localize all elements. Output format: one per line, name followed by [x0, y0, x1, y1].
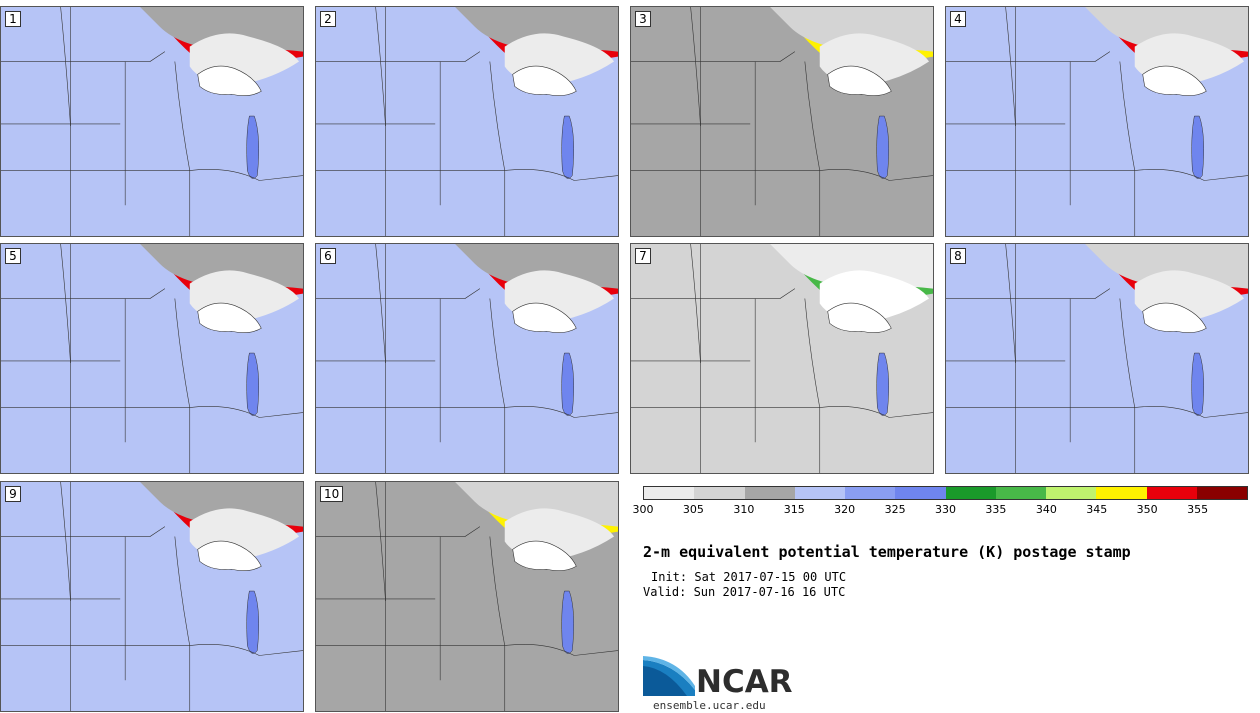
theta-e-field — [316, 7, 618, 236]
panel-label: 10 — [320, 486, 344, 502]
theta-e-field — [316, 244, 618, 473]
panel-label: 7 — [635, 248, 651, 264]
theta-e-field — [946, 7, 1248, 236]
colorbar-swatch — [644, 487, 695, 499]
colorbar-tick-label: 350 — [1136, 503, 1158, 516]
colorbar-swatch — [945, 487, 996, 499]
init-time: Init: Sat 2017-07-15 00 UTC — [651, 570, 847, 584]
map-panel: 2 — [315, 6, 619, 237]
map-panel: 5 — [0, 243, 304, 474]
colorbar-tick-label: 320 — [834, 503, 856, 516]
theta-e-field — [1, 244, 303, 473]
map-panel: 9 — [0, 481, 304, 712]
colorbar-swatch — [895, 487, 946, 499]
colorbar-swatch — [845, 487, 896, 499]
theta-e-field — [946, 244, 1248, 473]
theta-e-field — [631, 7, 933, 236]
map-panel: 6 — [315, 243, 619, 474]
theta-e-field — [1, 482, 303, 711]
colorbar-swatch — [1046, 487, 1097, 499]
colorbar-tick-label: 335 — [985, 503, 1007, 516]
colorbar-tick-label: 300 — [632, 503, 654, 516]
colorbar-swatch — [794, 487, 845, 499]
panel-label: 6 — [320, 248, 336, 264]
map-panel: 8 — [945, 243, 1249, 474]
colorbar-swatch — [1146, 487, 1197, 499]
site-url: ensemble.ucar.edu — [653, 699, 766, 712]
colorbar-swatch — [1196, 487, 1247, 499]
panel-label: 5 — [5, 248, 21, 264]
colorbar-swatch — [995, 487, 1046, 499]
panel-label: 9 — [5, 486, 21, 502]
map-panel: 1 — [0, 6, 304, 237]
colorbar — [643, 486, 1248, 500]
panel-label: 3 — [635, 11, 651, 27]
colorbar-swatch — [1096, 487, 1147, 499]
colorbar-tick-label: 355 — [1187, 503, 1209, 516]
map-panel: 3 — [630, 6, 934, 237]
colorbar-tick-label: 315 — [783, 503, 805, 516]
colorbar-tick-label: 340 — [1035, 503, 1057, 516]
panel-label: 4 — [950, 11, 966, 27]
panel-label: 2 — [320, 11, 336, 27]
colorbar-tick-label: 310 — [733, 503, 755, 516]
theta-e-field — [316, 482, 618, 711]
valid-time: Valid: Sun 2017-07-16 16 UTC — [643, 585, 846, 599]
ncar-logo-icon — [643, 656, 695, 696]
ncar-logo-text: NCAR — [696, 664, 793, 700]
panel-label: 8 — [950, 248, 966, 264]
colorbar-tick-label: 345 — [1086, 503, 1108, 516]
map-panel: 4 — [945, 6, 1249, 237]
colorbar-tick-label: 330 — [935, 503, 956, 516]
colorbar-swatch — [694, 487, 745, 499]
theta-e-field — [631, 244, 933, 473]
colorbar-ticks: 300 305 310 315 320 325 330 335 340 345 350 355 — [633, 503, 1248, 517]
map-panel: 7 — [630, 243, 934, 474]
theta-e-field — [1, 7, 303, 236]
colorbar-swatch — [744, 487, 795, 499]
colorbar-tick-label: 305 — [682, 503, 704, 516]
map-panel: 10 — [315, 481, 619, 712]
colorbar-tick-label: 325 — [884, 503, 906, 516]
panel-label: 1 — [5, 11, 21, 27]
figure-title: 2-m equivalent potential temperature (K)… — [643, 543, 1131, 561]
